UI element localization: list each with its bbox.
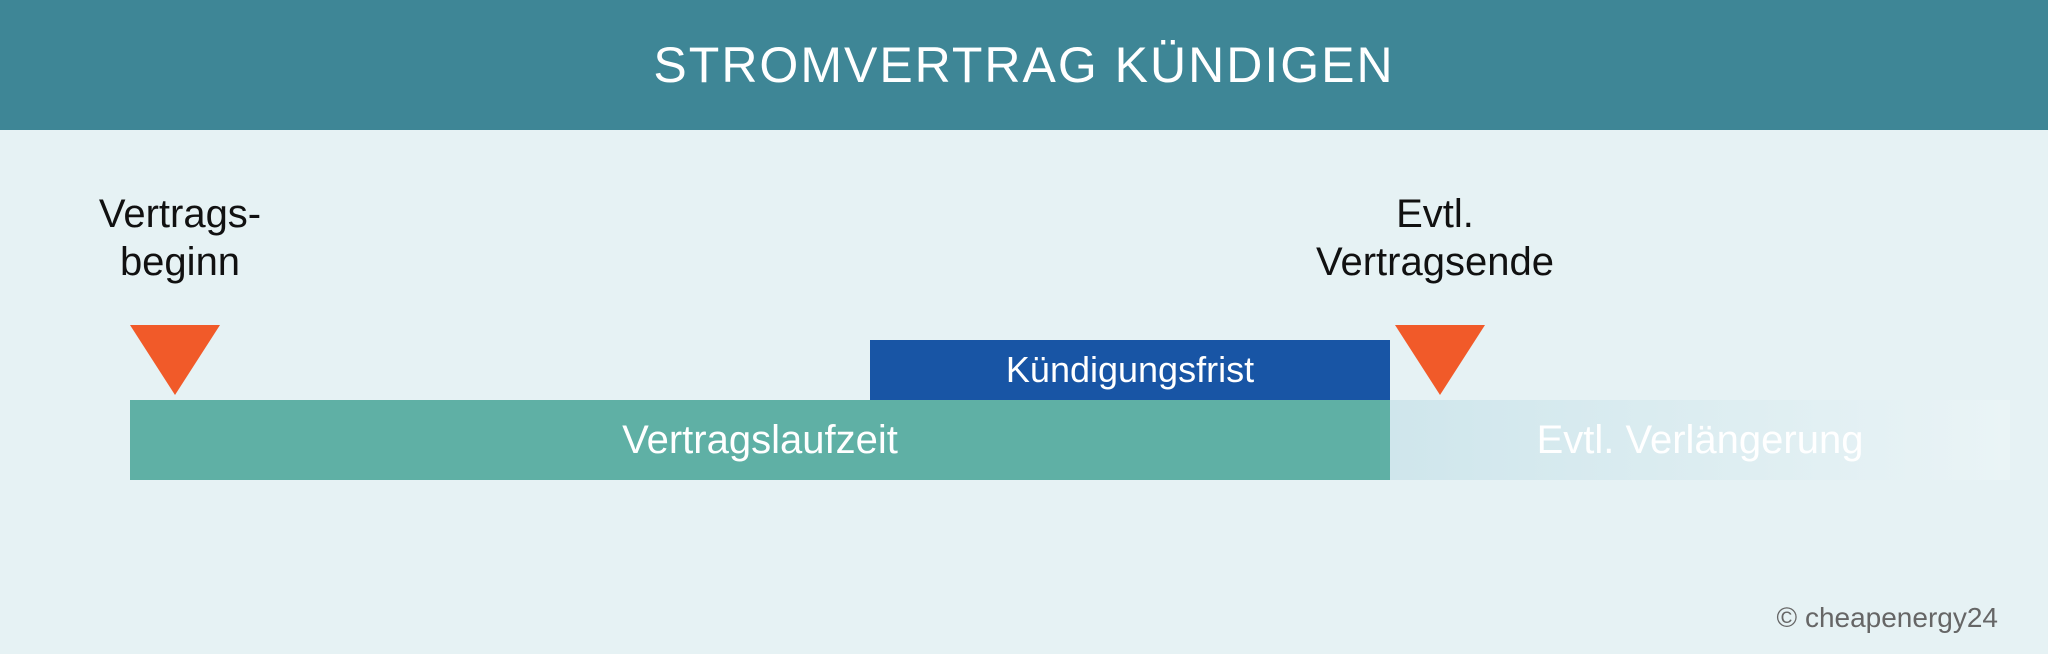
copyright-text: © cheapenergy24 (1777, 602, 1998, 634)
marker-vertragsende-icon (1395, 325, 1485, 395)
label-verlaengerung: Evtl. Verlängerung (1537, 418, 1864, 463)
label-vertragsende: Evtl. Vertragsende (1250, 190, 1620, 286)
label-kuendigungsfrist: Kündigungsfrist (1006, 349, 1254, 391)
bar-vertragslaufzeit: Vertragslaufzeit (130, 400, 1390, 480)
marker-vertragsbeginn-icon (130, 325, 220, 395)
bar-verlaengerung: Evtl. Verlängerung (1390, 400, 2010, 480)
timeline-area: Vertrags- beginn Evtl. Vertragsende Künd… (0, 130, 2048, 654)
label-vertragsbeginn: Vertrags- beginn (50, 190, 310, 286)
bar-kuendigungsfrist: Kündigungsfrist (870, 340, 1390, 400)
label-vertragslaufzeit: Vertragslaufzeit (622, 418, 898, 463)
header-title: STROMVERTRAG KÜNDIGEN (653, 36, 1394, 94)
header-bar: STROMVERTRAG KÜNDIGEN (0, 0, 2048, 130)
